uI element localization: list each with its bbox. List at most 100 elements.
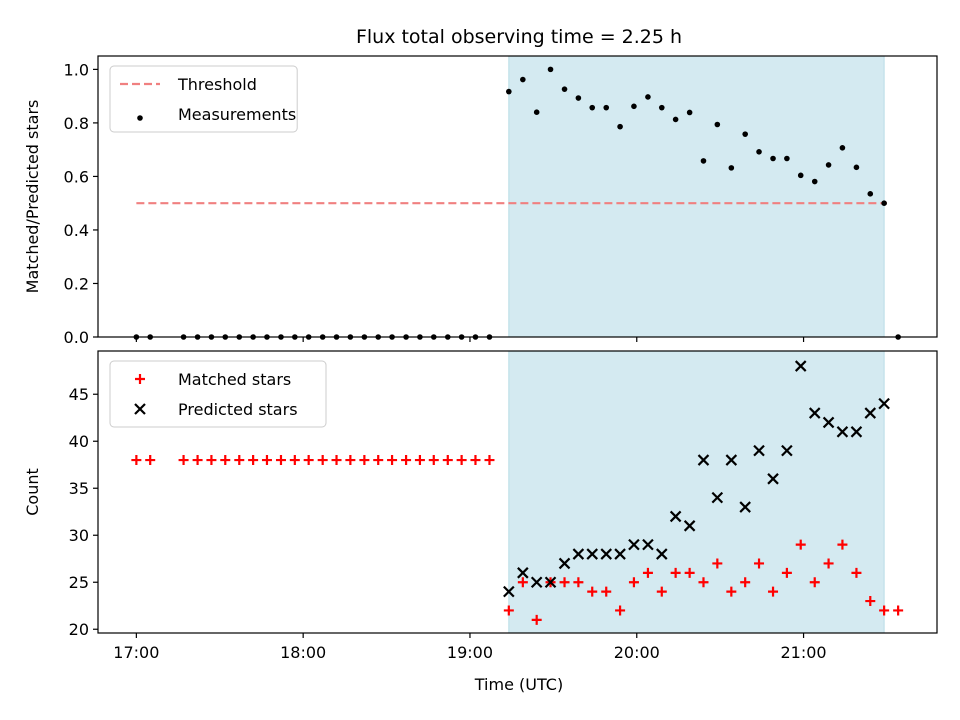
- data-point: [573, 577, 584, 588]
- data-point: [712, 558, 723, 569]
- data-point: [178, 455, 189, 466]
- x-tick-label: 19:00: [447, 643, 493, 662]
- data-point: [600, 548, 613, 560]
- data-point: [373, 455, 384, 466]
- data-point: [781, 444, 793, 457]
- data-point: [303, 455, 314, 466]
- data-point: [547, 66, 554, 73]
- data-point: [586, 548, 599, 560]
- data-point: [234, 455, 245, 466]
- legend-label: Threshold: [177, 75, 257, 94]
- data-point: [672, 116, 679, 123]
- y-tick-label: 0.6: [64, 167, 89, 186]
- y-tick-label: 0.8: [64, 114, 89, 133]
- data-point: [587, 586, 598, 597]
- data-point: [768, 586, 779, 597]
- data-point: [331, 455, 342, 466]
- data-point: [442, 455, 453, 466]
- data-point: [726, 586, 737, 597]
- data-point: [754, 558, 765, 569]
- legend-label: Predicted stars: [178, 400, 298, 419]
- y-tick-label: 20: [69, 620, 89, 639]
- data-point: [261, 455, 272, 466]
- data-point: [864, 407, 877, 419]
- data-point: [656, 586, 667, 597]
- data-point: [697, 454, 710, 466]
- data-point: [289, 455, 300, 466]
- data-point: [711, 491, 724, 504]
- legend-marker: [134, 403, 146, 415]
- data-point: [220, 455, 231, 466]
- data-point: [506, 88, 512, 95]
- data-point: [642, 567, 653, 578]
- data-point: [825, 162, 832, 168]
- data-point: [631, 103, 637, 110]
- data-point: [544, 576, 557, 589]
- y-tick-label: 0.2: [64, 274, 89, 293]
- data-point: [837, 539, 848, 550]
- data-point: [811, 178, 818, 185]
- data-point: [503, 605, 514, 616]
- data-point: [853, 164, 860, 171]
- x-axis-label: Time (UTC): [474, 675, 563, 694]
- data-point: [470, 455, 481, 466]
- data-point: [387, 455, 398, 466]
- data-point: [823, 558, 834, 569]
- data-point: [206, 455, 217, 466]
- x-tick-label: 20:00: [614, 643, 660, 662]
- legend-marker: [135, 374, 145, 384]
- data-point: [809, 577, 820, 588]
- data-point: [561, 86, 568, 92]
- data-point: [698, 577, 709, 588]
- data-point: [700, 158, 707, 164]
- upper-panel-y-ticks: 0.0 0.2 0.4 0.6 0.8 1.0: [64, 60, 98, 347]
- data-point: [628, 577, 639, 588]
- data-point: [822, 416, 835, 429]
- data-point: [456, 455, 467, 466]
- data-point: [145, 455, 156, 466]
- x-tick-label: 21:00: [781, 643, 827, 662]
- data-point: [865, 596, 876, 607]
- data-point: [770, 155, 776, 162]
- data-point: [756, 149, 762, 155]
- data-point: [867, 191, 874, 197]
- data-point: [275, 455, 286, 466]
- data-point: [881, 200, 887, 206]
- data-point: [572, 548, 585, 560]
- observing-window-shade: [508, 350, 885, 634]
- data-point: [739, 501, 751, 513]
- data-point: [248, 455, 259, 466]
- data-point: [893, 605, 904, 616]
- data-point: [670, 567, 681, 578]
- legend-label: Matched stars: [178, 370, 291, 389]
- data-point: [317, 455, 328, 466]
- data-point: [767, 473, 779, 485]
- data-point: [658, 104, 665, 111]
- data-point: [628, 538, 640, 551]
- y-tick-label: 35: [69, 479, 89, 498]
- data-point: [401, 455, 412, 466]
- lower-panel-series: [131, 360, 904, 625]
- legend-marker: [137, 115, 143, 121]
- data-point: [558, 557, 571, 570]
- data-point: [615, 605, 626, 616]
- x-tick-label: 18:00: [280, 643, 326, 662]
- data-point: [656, 548, 668, 560]
- data-point: [589, 104, 596, 111]
- data-point: [192, 455, 203, 466]
- lower-panel: 20 25 30 35 40 45 17:00 18:00 19:00 20:00 21:00 C…: [23, 350, 938, 662]
- y-tick-label: 0.0: [64, 328, 89, 347]
- data-point: [428, 455, 439, 466]
- series-predicted-stars: [503, 360, 890, 598]
- data-point: [533, 109, 540, 115]
- data-point: [131, 455, 142, 466]
- data-point: [484, 455, 495, 466]
- data-point: [836, 426, 849, 438]
- data-point: [359, 455, 370, 466]
- lower-y-axis-label: Count: [23, 468, 42, 516]
- data-point: [669, 510, 682, 523]
- data-point: [686, 109, 693, 116]
- data-point: [575, 95, 582, 101]
- data-point: [878, 397, 890, 410]
